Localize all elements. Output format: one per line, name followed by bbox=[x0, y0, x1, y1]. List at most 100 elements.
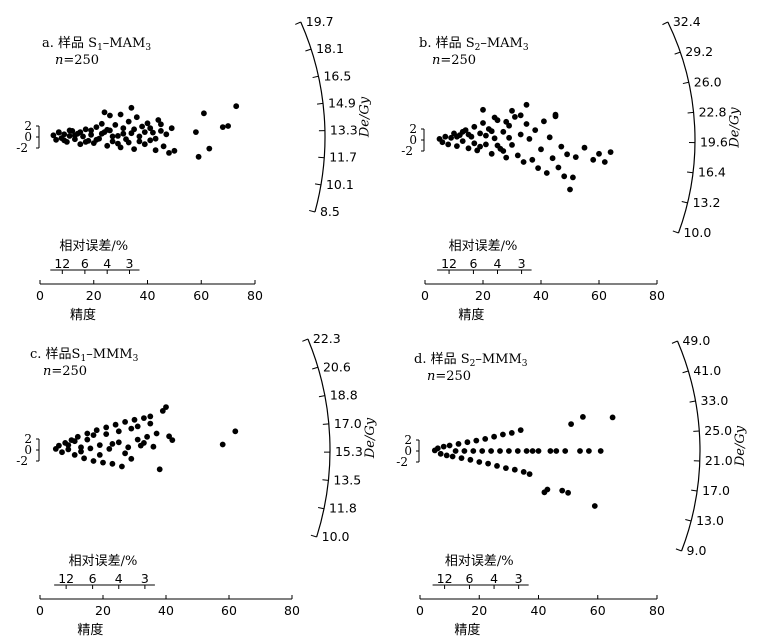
data-point bbox=[494, 463, 500, 469]
data-point bbox=[72, 132, 78, 139]
data-point bbox=[82, 126, 89, 133]
y-tick-label: 0 bbox=[24, 130, 32, 144]
data-point bbox=[101, 109, 108, 116]
data-point bbox=[104, 142, 111, 149]
x-tick-label: 60 bbox=[590, 603, 606, 618]
arc-tick-label: 19.6 bbox=[700, 135, 728, 150]
data-point bbox=[65, 442, 72, 448]
data-point bbox=[440, 443, 447, 450]
data-point bbox=[567, 186, 573, 193]
data-point bbox=[153, 430, 160, 437]
data-point bbox=[514, 152, 521, 159]
data-point bbox=[159, 408, 166, 414]
panel-method: –MMM bbox=[86, 347, 132, 362]
data-point bbox=[195, 153, 202, 160]
data-point bbox=[448, 134, 454, 141]
arc-tick-label: 13.2 bbox=[693, 195, 721, 210]
arc-label-text: De/Gy bbox=[357, 96, 372, 138]
data-point bbox=[65, 446, 72, 453]
data-point bbox=[225, 123, 232, 129]
data-point bbox=[511, 466, 518, 473]
x-tick-label: 80 bbox=[247, 288, 263, 303]
data-point bbox=[152, 147, 159, 154]
data-point bbox=[160, 143, 167, 150]
data-point bbox=[139, 123, 146, 130]
n-value: =250 bbox=[51, 364, 87, 379]
data-point bbox=[158, 121, 164, 128]
y-tick-label: -2 bbox=[396, 455, 408, 469]
arc-tick-label: 49.0 bbox=[682, 333, 710, 348]
top-axis-title: 相对误差/% bbox=[445, 554, 514, 569]
data-point bbox=[465, 145, 472, 152]
data-point bbox=[103, 424, 110, 431]
panel-d: d. 样品 S2–MMM3n=25020-249.041.033.025.021… bbox=[396, 333, 748, 638]
data-point bbox=[171, 147, 178, 154]
data-point bbox=[158, 127, 164, 134]
method-subscript: 3 bbox=[133, 354, 139, 364]
x-axis-label: 精度 bbox=[454, 622, 480, 638]
x-tick-label: 0 bbox=[421, 288, 429, 303]
arc-tick bbox=[322, 479, 329, 481]
data-point bbox=[128, 425, 135, 432]
data-point bbox=[434, 445, 441, 452]
arc-axis-label: De/Gy bbox=[733, 425, 748, 467]
n-value: =250 bbox=[440, 53, 476, 68]
data-point bbox=[591, 503, 598, 509]
arc-label-text: De/Gy bbox=[733, 425, 748, 467]
data-point bbox=[109, 138, 116, 145]
x-tick-label: 40 bbox=[158, 603, 174, 618]
data-point bbox=[547, 448, 554, 454]
x-tick-label: 20 bbox=[86, 288, 102, 303]
data-point bbox=[100, 459, 106, 466]
data-point bbox=[150, 443, 157, 450]
n-value: =250 bbox=[435, 369, 471, 384]
arc-tick-label: 16.4 bbox=[698, 165, 726, 180]
data-point bbox=[112, 122, 119, 128]
data-point bbox=[77, 141, 84, 148]
data-point bbox=[477, 143, 483, 150]
data-point bbox=[88, 127, 94, 134]
data-point bbox=[568, 421, 574, 427]
arc-tick bbox=[322, 423, 329, 425]
data-point bbox=[508, 430, 515, 436]
arc-label-text: De/Gy bbox=[728, 107, 743, 149]
data-point bbox=[163, 131, 170, 138]
top-tick-label: 6 bbox=[469, 256, 477, 271]
data-point bbox=[553, 448, 560, 454]
panel-b: b. 样品 S2–MAM3n=25020-232.429.226.022.819… bbox=[401, 14, 742, 323]
data-point bbox=[526, 471, 533, 477]
x-axis-label: 精度 bbox=[70, 307, 96, 323]
data-point bbox=[543, 170, 550, 176]
data-point bbox=[454, 133, 460, 140]
panel-label: d. 样品 S bbox=[414, 352, 470, 367]
method-subscript: 3 bbox=[145, 43, 151, 53]
data-point bbox=[61, 137, 68, 144]
data-point bbox=[119, 463, 125, 470]
data-point bbox=[509, 142, 515, 148]
arc-tick-label: 15.3 bbox=[335, 444, 363, 459]
arc-tick bbox=[314, 183, 322, 186]
data-point bbox=[523, 121, 530, 127]
data-point bbox=[152, 135, 159, 142]
data-point bbox=[549, 155, 556, 162]
arc-tick bbox=[312, 366, 319, 370]
panel-title: b. 样品 S2–MAM3 bbox=[419, 36, 529, 53]
data-point bbox=[53, 136, 59, 143]
sample-subscript: 2 bbox=[470, 359, 476, 369]
data-point bbox=[98, 130, 105, 137]
top-tick-label: 6 bbox=[81, 256, 89, 271]
top-tick-label: 4 bbox=[103, 256, 111, 271]
top-tick-label: 3 bbox=[515, 571, 523, 586]
arc-tick bbox=[318, 507, 325, 510]
data-point bbox=[84, 430, 91, 437]
data-point bbox=[476, 459, 483, 465]
top-tick-label: 12 bbox=[441, 256, 457, 271]
data-point bbox=[104, 126, 111, 133]
panel-title: d. 样品 S2–MMM3 bbox=[414, 352, 528, 369]
data-point bbox=[443, 452, 450, 459]
arc-tick-label: 33.0 bbox=[700, 393, 728, 408]
data-point bbox=[465, 131, 472, 138]
data-point bbox=[81, 455, 87, 462]
arc-tick-label: 8.5 bbox=[320, 204, 340, 219]
x-tick-label: 0 bbox=[36, 288, 44, 303]
